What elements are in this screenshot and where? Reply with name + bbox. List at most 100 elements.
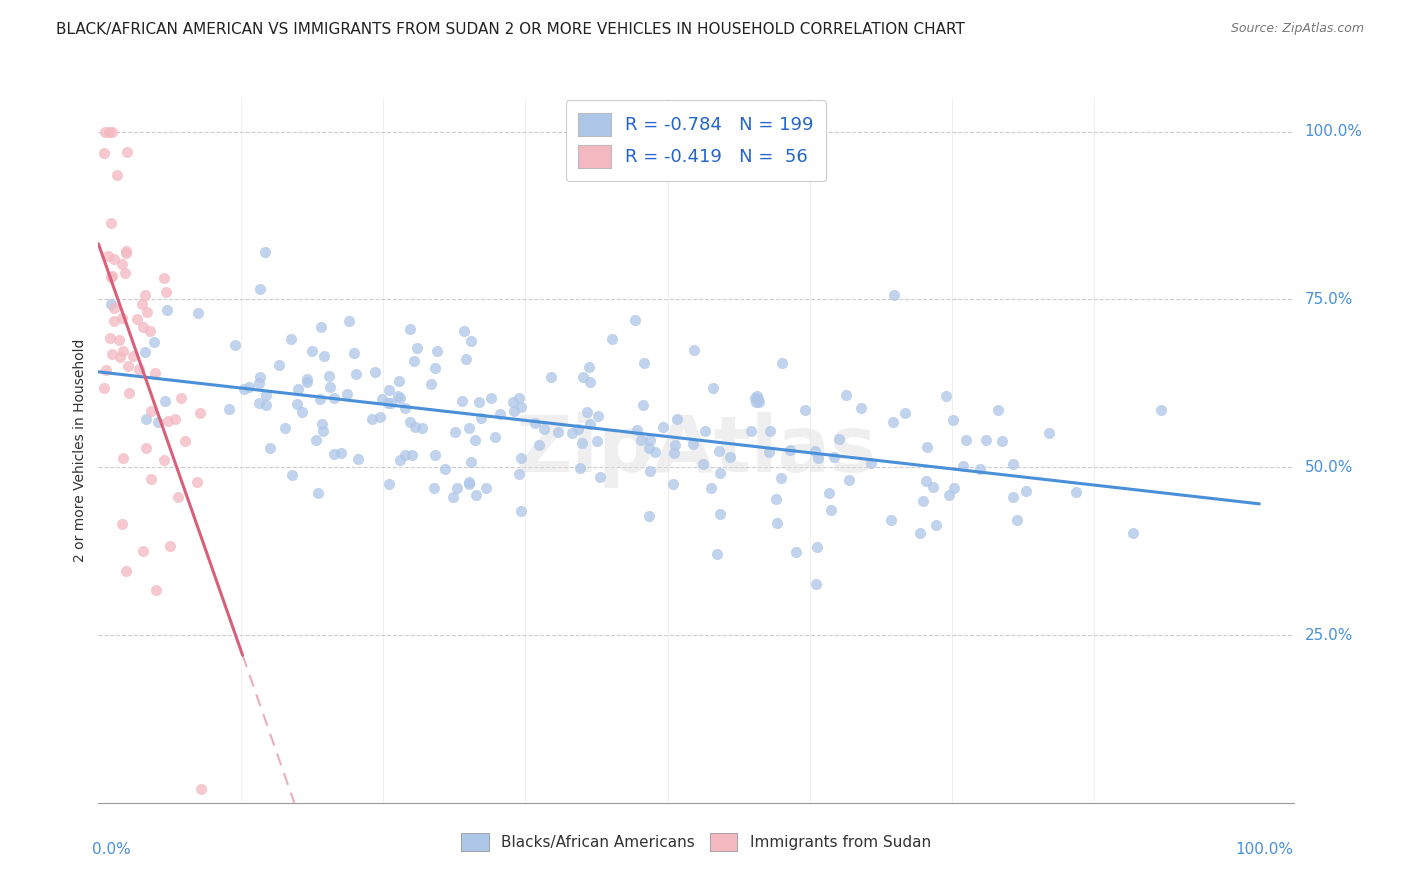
Point	[465, 488, 488, 502]
Point	[451, 394, 474, 409]
Point	[488, 408, 510, 422]
Text: 100.0%: 100.0%	[1236, 841, 1294, 856]
Point	[218, 402, 240, 417]
Point	[134, 344, 156, 359]
Point	[101, 125, 124, 139]
Point	[111, 310, 134, 325]
Point	[247, 396, 270, 410]
Point	[747, 392, 769, 406]
Point	[114, 266, 136, 280]
Point	[399, 416, 422, 430]
Point	[740, 424, 762, 438]
Point	[312, 424, 335, 438]
Point	[579, 375, 602, 389]
Point	[344, 367, 367, 381]
Point	[838, 473, 860, 487]
Point	[319, 380, 342, 394]
Point	[533, 422, 555, 436]
Point	[148, 415, 170, 429]
Point	[586, 434, 609, 448]
Point	[637, 441, 659, 455]
Point	[758, 445, 780, 459]
Point	[547, 425, 569, 439]
Point	[103, 314, 125, 328]
Point	[804, 443, 827, 458]
Point	[586, 409, 609, 423]
Point	[637, 508, 659, 523]
Point	[368, 410, 391, 425]
Point	[1150, 403, 1173, 417]
Point	[700, 481, 723, 495]
Point	[835, 388, 858, 402]
Point	[638, 464, 661, 478]
Point	[305, 433, 328, 447]
Point	[153, 271, 176, 285]
Point	[127, 311, 149, 326]
Point	[131, 296, 153, 310]
Point	[709, 466, 731, 480]
Point	[167, 491, 190, 505]
Point	[652, 420, 675, 434]
Point	[766, 516, 789, 531]
Point	[93, 145, 115, 160]
Point	[346, 452, 368, 467]
Point	[295, 375, 318, 389]
Point	[952, 458, 974, 473]
Point	[718, 450, 741, 464]
Point	[323, 447, 346, 461]
Point	[1015, 483, 1038, 498]
Point	[285, 396, 308, 410]
Point	[138, 324, 160, 338]
Point	[336, 387, 359, 401]
Point	[806, 541, 828, 555]
Point	[484, 430, 506, 444]
Point	[624, 313, 647, 327]
Point	[664, 446, 686, 460]
Point	[389, 391, 412, 405]
Text: 25.0%: 25.0%	[1305, 627, 1353, 642]
Point	[446, 481, 468, 495]
Point	[371, 392, 394, 406]
Point	[630, 433, 652, 447]
Point	[132, 544, 155, 558]
Point	[97, 125, 120, 139]
Point	[155, 285, 177, 299]
Point	[249, 283, 271, 297]
Point	[633, 355, 655, 369]
Point	[404, 420, 426, 434]
Point	[707, 444, 730, 458]
Point	[662, 477, 685, 491]
Point	[141, 472, 163, 486]
Text: 100.0%: 100.0%	[1305, 124, 1362, 139]
Point	[458, 475, 481, 489]
Point	[232, 382, 254, 396]
Point	[883, 288, 905, 302]
Point	[411, 420, 433, 434]
Point	[589, 470, 612, 484]
Point	[457, 477, 479, 491]
Point	[475, 482, 498, 496]
Point	[143, 366, 166, 380]
Point	[134, 288, 156, 302]
Point	[571, 436, 593, 450]
Point	[247, 376, 270, 391]
Point	[806, 577, 828, 591]
Point	[170, 391, 193, 405]
Point	[925, 518, 948, 533]
Point	[828, 432, 851, 446]
Point	[561, 426, 583, 441]
Point	[922, 479, 945, 493]
Point	[908, 525, 931, 540]
Point	[394, 448, 416, 462]
Point	[464, 433, 486, 447]
Point	[103, 252, 125, 266]
Point	[173, 434, 195, 449]
Point	[311, 417, 333, 432]
Point	[97, 249, 120, 263]
Point	[600, 332, 623, 346]
Point	[523, 416, 546, 430]
Point	[135, 411, 157, 425]
Point	[423, 360, 446, 375]
Point	[187, 306, 209, 320]
Point	[100, 215, 122, 229]
